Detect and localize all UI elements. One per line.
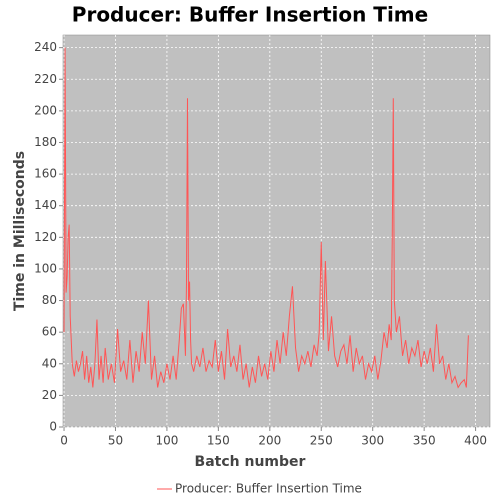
y-tick-label: 220 <box>34 72 57 86</box>
y-tick-label: 40 <box>42 356 57 370</box>
x-tick-label: 0 <box>60 434 68 448</box>
y-tick-label: 240 <box>34 40 57 54</box>
y-tick-label: 180 <box>34 135 57 149</box>
y-tick-label: 0 <box>49 420 57 434</box>
y-tick-label: 60 <box>42 325 57 339</box>
y-tick-label: 100 <box>34 261 57 275</box>
y-tick-label: 20 <box>42 388 57 402</box>
x-tick-label: 100 <box>155 434 178 448</box>
legend-label: Producer: Buffer Insertion Time <box>175 482 362 496</box>
x-tick-label: 350 <box>413 434 436 448</box>
y-axis-label: Time in Milliseconds <box>12 151 28 311</box>
y-tick-label: 140 <box>34 198 57 212</box>
x-tick-label: 200 <box>258 434 281 448</box>
x-axis-label: Batch number <box>195 454 306 470</box>
y-tick-label: 80 <box>42 293 57 307</box>
x-tick-label: 400 <box>464 434 487 448</box>
x-tick-label: 150 <box>207 434 230 448</box>
data-line <box>63 47 469 389</box>
chart-title: Producer: Buffer Insertion Time <box>72 3 428 27</box>
plot-area <box>62 34 491 428</box>
y-tick-label: 200 <box>34 103 57 117</box>
y-tick-label: 120 <box>34 230 57 244</box>
y-tick-label: 160 <box>34 167 57 181</box>
x-tick-label: 50 <box>108 434 123 448</box>
x-tick-label: 300 <box>361 434 384 448</box>
x-tick-label: 250 <box>310 434 333 448</box>
